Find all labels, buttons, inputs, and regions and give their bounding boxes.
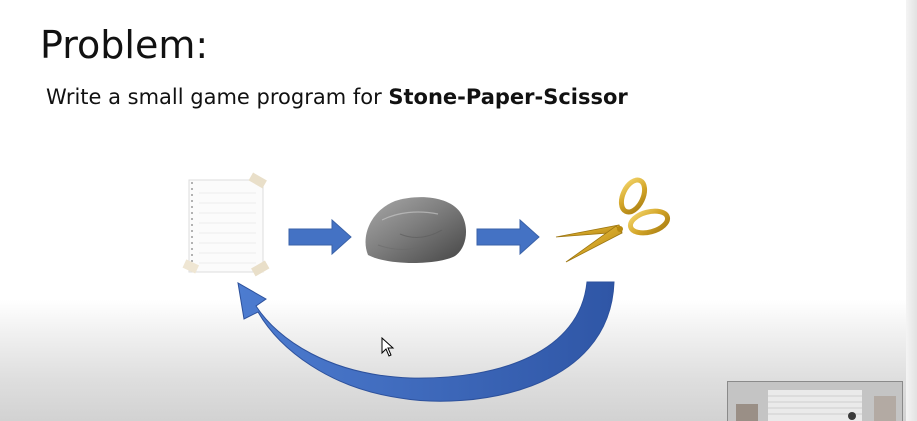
slide-title: Problem: (40, 23, 209, 67)
problem-statement: Write a small game program for Stone-Pap… (46, 82, 628, 112)
problem-statement-game-name: Stone-Paper-Scissor (388, 85, 628, 109)
paper-sheet-icon (182, 172, 270, 277)
mouse-pointer-icon (381, 337, 395, 357)
problem-statement-text: Write a small game program for (46, 85, 389, 109)
arrow-paper-to-stone (288, 218, 352, 256)
arrow-scissor-to-paper (237, 281, 615, 402)
arrow-stone-to-scissor (476, 218, 540, 256)
slide-right-edge (906, 0, 917, 421)
stone-icon (365, 197, 467, 263)
scissors-icon (555, 177, 671, 263)
webcam-preview (727, 381, 903, 421)
